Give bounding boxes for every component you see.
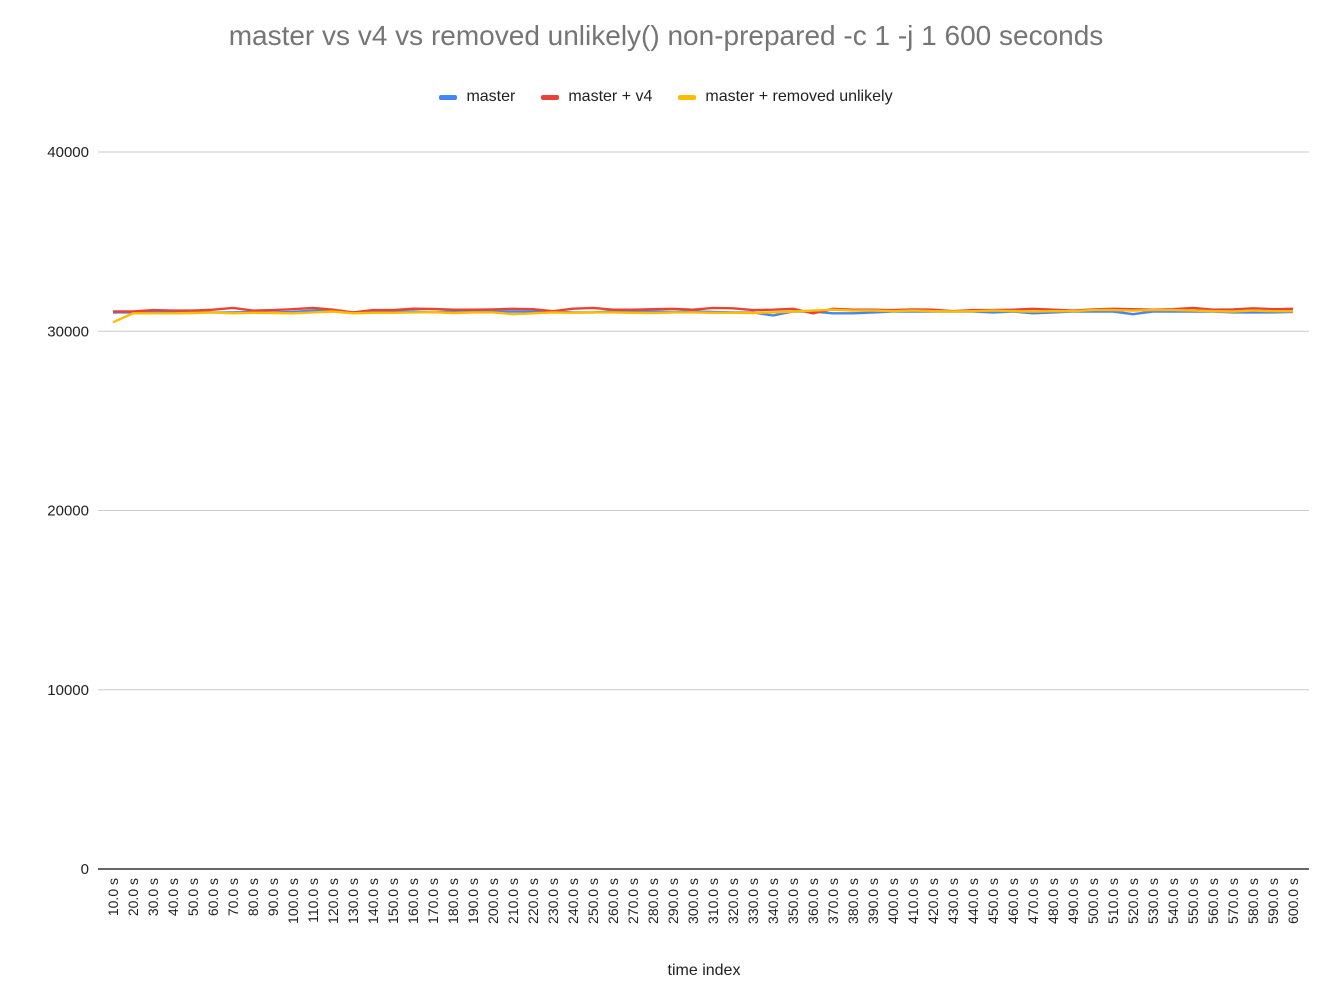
x-tick-label: 320.0 s bbox=[725, 878, 741, 924]
x-tick-label: 180.0 s bbox=[445, 878, 461, 924]
y-tick-label: 20000 bbox=[47, 503, 89, 520]
x-tick-label: 420.0 s bbox=[925, 878, 941, 924]
x-tick-label: 130.0 s bbox=[345, 878, 361, 924]
x-tick-label: 510.0 s bbox=[1105, 878, 1121, 924]
x-tick-label: 440.0 s bbox=[965, 878, 981, 924]
x-tick-label: 560.0 s bbox=[1205, 878, 1221, 924]
series-line-2[interactable] bbox=[112, 308, 1293, 324]
x-tick-label: 500.0 s bbox=[1085, 878, 1101, 924]
x-tick-label: 380.0 s bbox=[845, 878, 861, 924]
x-tick-label: 280.0 s bbox=[645, 878, 661, 924]
x-tick-label: 30.0 s bbox=[145, 878, 161, 916]
x-tick-label: 50.0 s bbox=[185, 878, 201, 916]
x-tick-label: 140.0 s bbox=[365, 878, 381, 924]
y-tick-label: 40000 bbox=[47, 144, 89, 161]
x-tick-label: 240.0 s bbox=[565, 878, 581, 924]
x-tick-label: 90.0 s bbox=[265, 878, 281, 916]
x-tick-label: 220.0 s bbox=[525, 878, 541, 924]
x-tick-label: 80.0 s bbox=[245, 878, 261, 916]
legend-swatch-removed-unlikely bbox=[678, 94, 697, 100]
x-tick-label: 450.0 s bbox=[985, 878, 1001, 924]
x-tick-label: 310.0 s bbox=[705, 878, 721, 924]
x-tick-label: 530.0 s bbox=[1145, 878, 1161, 924]
x-tick-label: 400.0 s bbox=[885, 878, 901, 924]
x-tick-label: 580.0 s bbox=[1245, 878, 1261, 924]
gridlines bbox=[98, 151, 1309, 870]
x-tick-label: 200.0 s bbox=[485, 878, 501, 924]
x-tick-label: 410.0 s bbox=[905, 878, 921, 924]
x-tick-label: 120.0 s bbox=[325, 878, 341, 924]
x-tick-label: 520.0 s bbox=[1125, 878, 1141, 924]
x-tick-label: 100.0 s bbox=[285, 878, 301, 924]
x-tick-label: 260.0 s bbox=[605, 878, 621, 924]
x-tick-label: 350.0 s bbox=[785, 878, 801, 924]
x-tick-label: 370.0 s bbox=[825, 878, 841, 924]
x-tick-label: 110.0 s bbox=[305, 878, 321, 923]
legend-label-master-v4: master + v4 bbox=[568, 88, 653, 105]
x-tick-label: 70.0 s bbox=[225, 878, 241, 916]
legend-label-removed-unlikely: master + removed unlikely bbox=[705, 88, 893, 105]
y-tick-label: 0 bbox=[81, 861, 89, 878]
x-tick-label: 160.0 s bbox=[405, 878, 421, 924]
series-lines bbox=[112, 306, 1294, 324]
x-tick-label: 480.0 s bbox=[1045, 878, 1061, 924]
x-tick-label: 570.0 s bbox=[1225, 878, 1241, 924]
x-tick-label: 210.0 s bbox=[505, 878, 521, 924]
legend-item-master-v4[interactable]: master + v4 bbox=[541, 88, 652, 106]
x-tick-label: 300.0 s bbox=[685, 878, 701, 924]
x-tick-label: 150.0 s bbox=[385, 878, 401, 924]
legend-swatch-master-v4 bbox=[541, 94, 560, 100]
x-axis-label: time index bbox=[667, 962, 741, 979]
x-tick-label: 540.0 s bbox=[1165, 878, 1181, 924]
x-tick-label: 600.0 s bbox=[1285, 878, 1301, 924]
x-tick-label: 250.0 s bbox=[585, 878, 601, 924]
x-tick-label: 470.0 s bbox=[1025, 878, 1041, 924]
legend-item-removed-unlikely[interactable]: master + removed unlikely bbox=[678, 88, 893, 106]
y-axis: 0 10000 20000 30000 40000 bbox=[47, 144, 89, 878]
x-tick-label: 270.0 s bbox=[625, 878, 641, 924]
x-tick-label: 170.0 s bbox=[425, 878, 441, 924]
x-tick-label: 230.0 s bbox=[545, 878, 561, 924]
chart-title: master vs v4 vs removed unlikely() non-p… bbox=[228, 20, 1104, 51]
legend-item-master[interactable]: master bbox=[439, 88, 515, 106]
x-tick-label: 490.0 s bbox=[1065, 878, 1081, 924]
legend-label-master: master bbox=[466, 88, 516, 105]
x-tick-label: 590.0 s bbox=[1265, 878, 1281, 924]
y-tick-label: 10000 bbox=[47, 682, 89, 699]
x-tick-label: 360.0 s bbox=[805, 878, 821, 924]
x-tick-label: 40.0 s bbox=[165, 878, 181, 916]
x-tick-label: 60.0 s bbox=[205, 878, 221, 916]
x-tick-label: 290.0 s bbox=[665, 878, 681, 924]
x-tick-label: 20.0 s bbox=[125, 878, 141, 916]
x-tick-label: 460.0 s bbox=[1005, 878, 1021, 924]
x-axis: 10.0 s 20.0 s 30.0 s 40.0 s 50.0 s 60.0 s 70.0… bbox=[105, 878, 1301, 924]
x-tick-label: 330.0 s bbox=[745, 878, 761, 924]
legend-swatch-master bbox=[439, 94, 458, 100]
y-tick-label: 30000 bbox=[47, 323, 89, 340]
x-tick-label: 190.0 s bbox=[465, 878, 481, 924]
x-tick-label: 340.0 s bbox=[765, 878, 781, 924]
x-tick-label: 10.0 s bbox=[105, 878, 121, 916]
x-tick-label: 390.0 s bbox=[865, 878, 881, 924]
legend: master master + v4 master + removed unli… bbox=[0, 88, 1332, 106]
x-tick-label: 550.0 s bbox=[1185, 878, 1201, 924]
x-tick-label: 430.0 s bbox=[945, 878, 961, 924]
